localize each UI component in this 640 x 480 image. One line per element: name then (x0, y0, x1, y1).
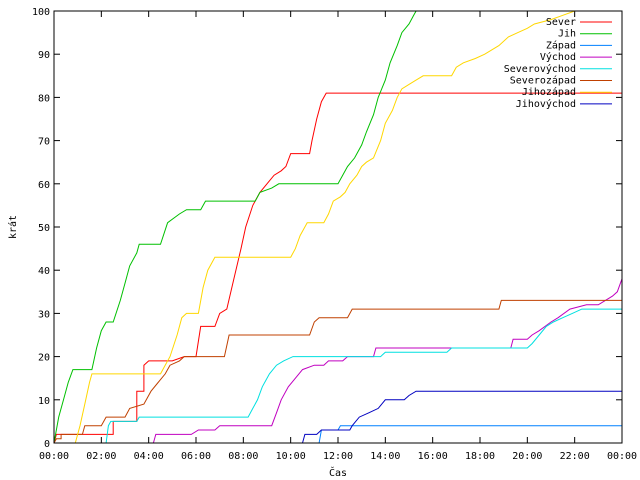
series-line-Severozápad (53, 299, 622, 444)
legend-label: Jih (558, 29, 576, 40)
series-lines (53, 10, 623, 444)
x-tick-label: 06:00 (181, 451, 211, 462)
x-tick-label: 12:00 (323, 451, 353, 462)
x-tick-label: 16:00 (418, 451, 448, 462)
legend-label: Severovýchod (504, 63, 576, 75)
y-tick-label: 0 (44, 439, 50, 450)
x-tick-label: 10:00 (276, 451, 306, 462)
legend-label: Západ (546, 39, 576, 51)
x-tick-label: 00:00 (607, 451, 637, 462)
x-tick-label: 20:00 (512, 451, 542, 462)
y-axis-ticks: 0 10 20 30 40 50 60 70 80 90 100 (32, 7, 622, 450)
x-tick-label: 02:00 (86, 451, 116, 462)
y-tick-label: 70 (38, 137, 50, 148)
y-tick-label: 30 (38, 309, 50, 320)
y-tick-label: 10 (38, 396, 50, 407)
y-axis-label: krát (7, 215, 19, 239)
x-tick-label: 04:00 (134, 451, 164, 462)
x-axis-label: Čas (329, 466, 347, 479)
y-tick-label: 20 (38, 353, 50, 364)
legend-label: Východ (540, 51, 576, 63)
series-line-Jihozápad (54, 10, 575, 444)
y-tick-label: 50 (38, 223, 50, 234)
legend: SeverJihZápadVýchodSeverovýchodSeverozáp… (504, 17, 612, 110)
legend-label: Sever (546, 17, 576, 28)
y-tick-label: 60 (38, 180, 50, 191)
x-tick-label: 18:00 (465, 451, 495, 462)
series-line-Východ (54, 278, 623, 444)
legend-label: Jihovýchod (516, 98, 576, 110)
x-axis-ticks: 00:00 02:00 04:00 06:00 08:00 10:00 12:00 14:00… (39, 11, 637, 462)
x-tick-label: 08:00 (228, 451, 258, 462)
y-tick-label: 90 (38, 50, 50, 61)
x-tick-label: 22:00 (560, 451, 590, 462)
series-line-Jih (53, 10, 417, 444)
x-tick-label: 00:00 (39, 451, 69, 462)
legend-label: Jihozápad (522, 86, 576, 98)
y-tick-label: 40 (38, 266, 50, 277)
series-line-Severovýchod (54, 308, 622, 444)
plot-frame (53, 10, 623, 444)
y-tick-label: 80 (38, 93, 50, 104)
series-line-Jihovýchod (54, 390, 622, 444)
x-tick-label: 14:00 (370, 451, 400, 462)
series-line-Sever (53, 92, 622, 444)
legend-label: Severozápad (510, 75, 576, 87)
y-tick-label: 100 (32, 7, 50, 18)
